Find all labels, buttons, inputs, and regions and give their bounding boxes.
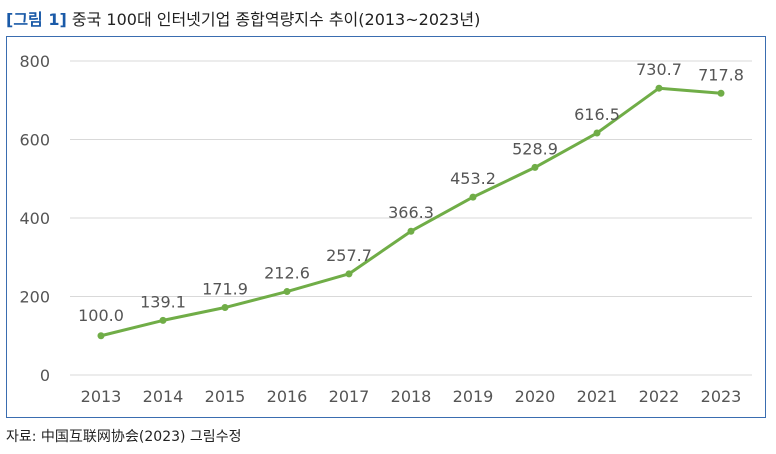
y-tick-label: 400 <box>19 209 50 228</box>
data-point <box>531 163 539 171</box>
data-point <box>469 193 477 201</box>
data-label: 257.7 <box>326 246 372 265</box>
x-tick-label: 2016 <box>267 387 308 406</box>
data-point <box>407 227 415 235</box>
data-label: 171.9 <box>202 280 248 299</box>
y-tick-label: 200 <box>19 288 50 307</box>
x-tick-label: 2023 <box>701 387 742 406</box>
data-point <box>283 288 291 296</box>
data-label: 717.8 <box>698 65 744 84</box>
data-point <box>345 270 353 278</box>
figure-title: [그림 1] 중국 100대 인터넷기업 종합역량지수 추이(2013~2023… <box>6 6 480 30</box>
figure-title-text: 중국 100대 인터넷기업 종합역량지수 추이(2013~2023년) <box>71 10 481 29</box>
x-tick-label: 2019 <box>453 387 494 406</box>
x-tick-label: 2013 <box>81 387 122 406</box>
data-point <box>593 129 601 137</box>
y-tick-label: 800 <box>19 52 50 71</box>
y-tick-label: 0 <box>40 366 50 385</box>
data-point <box>221 304 229 312</box>
data-point <box>655 84 663 92</box>
data-label: 139.1 <box>140 292 186 311</box>
data-label: 453.2 <box>450 169 496 188</box>
data-point <box>97 332 105 340</box>
x-tick-label: 2014 <box>143 387 184 406</box>
x-tick-label: 2015 <box>205 387 246 406</box>
data-label: 100.0 <box>78 306 124 325</box>
data-point <box>717 89 725 97</box>
x-tick-label: 2020 <box>515 387 556 406</box>
x-tick-label: 2017 <box>329 387 370 406</box>
source-note: 자료: 中国互联网协会(2023) 그림수정 <box>6 429 242 445</box>
x-tick-label: 2018 <box>391 387 432 406</box>
data-label: 730.7 <box>636 60 682 79</box>
x-tick-label: 2022 <box>639 387 680 406</box>
y-tick-label: 600 <box>19 131 50 150</box>
data-label: 212.6 <box>264 264 310 283</box>
data-label: 616.5 <box>574 105 620 124</box>
x-tick-label: 2021 <box>577 387 618 406</box>
figure-label: [그림 1] <box>6 10 67 29</box>
data-point <box>159 316 167 324</box>
data-label: 366.3 <box>388 203 434 222</box>
chart-frame <box>6 36 766 418</box>
data-label: 528.9 <box>512 139 558 158</box>
